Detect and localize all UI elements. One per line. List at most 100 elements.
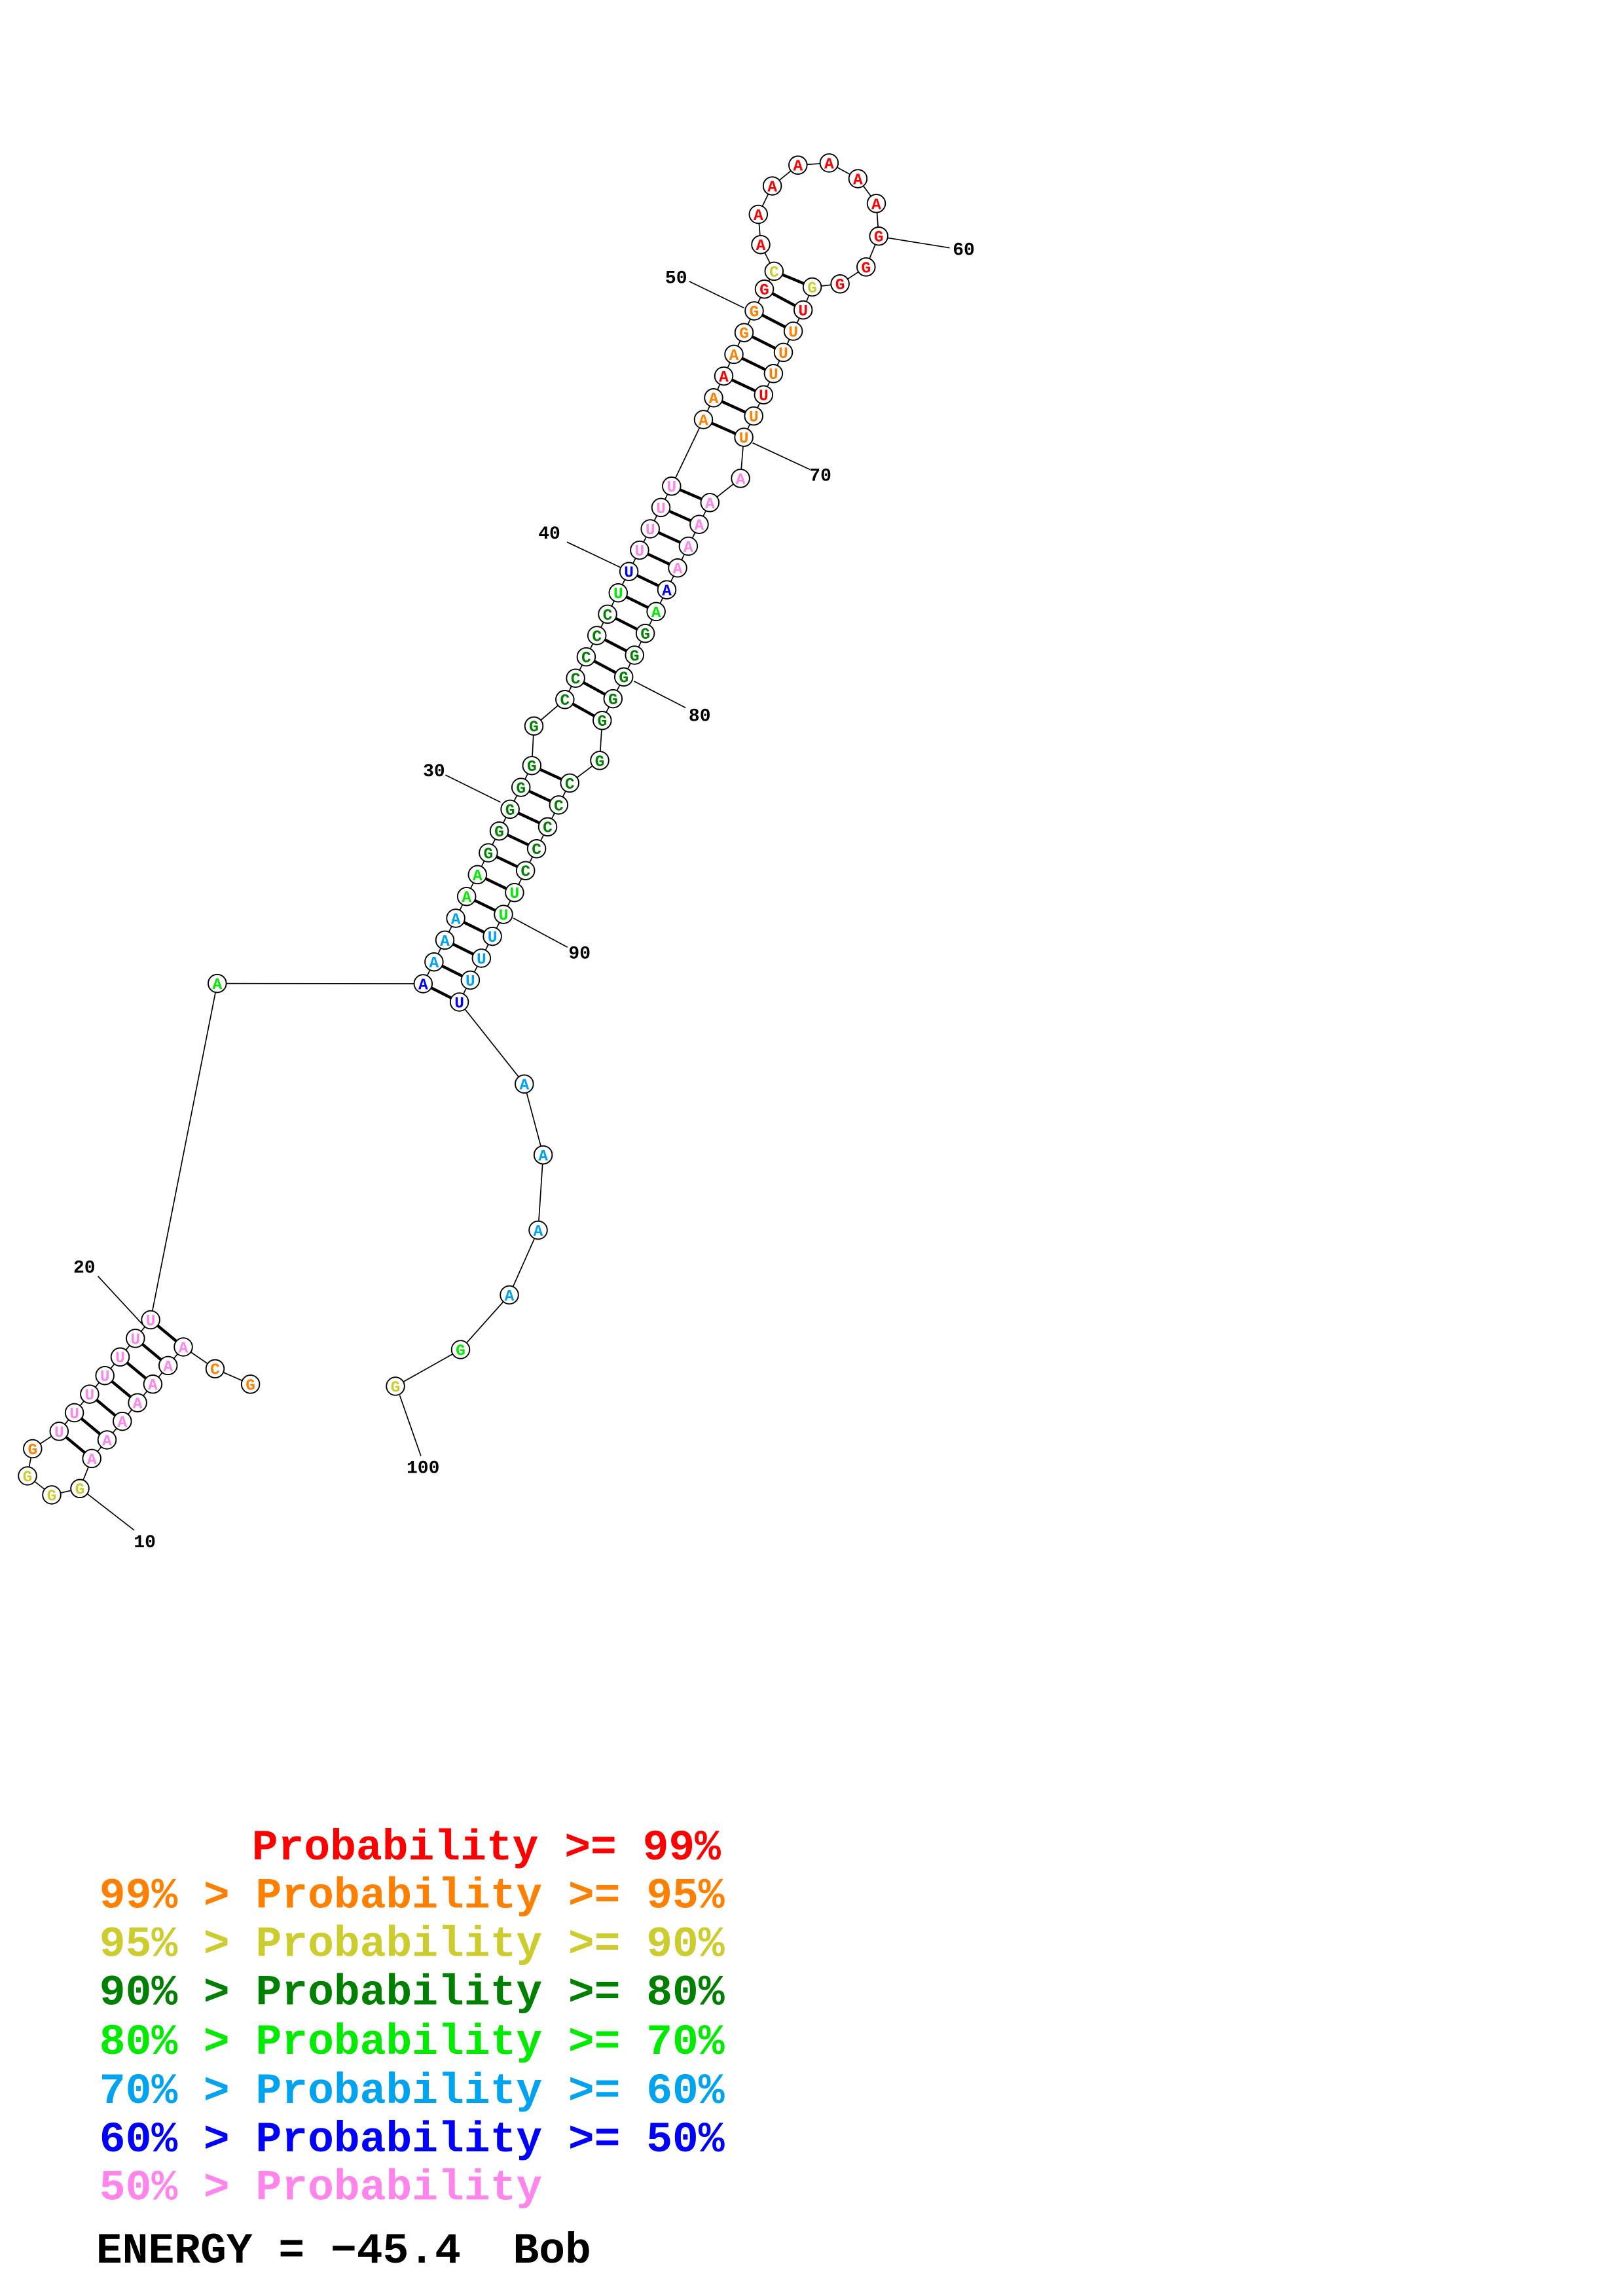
svg-text:G: G [391, 1379, 401, 1397]
svg-text:A: A [429, 955, 439, 973]
svg-text:95% > Probability >= 90%: 95% > Probability >= 90% [100, 1920, 725, 1969]
svg-text:G: G [619, 670, 629, 688]
svg-text:A: A [651, 605, 661, 622]
svg-text:A: A [853, 171, 863, 189]
svg-text:C: C [543, 820, 553, 838]
svg-text:U: U [749, 409, 759, 427]
svg-text:U: U [477, 951, 486, 969]
svg-text:U: U [100, 1369, 110, 1386]
svg-text:A: A [87, 1452, 97, 1469]
svg-text:G: G [835, 277, 845, 295]
svg-text:A: A [754, 207, 763, 225]
svg-text:C: C [769, 264, 779, 282]
svg-text:40: 40 [538, 524, 560, 545]
svg-text:70: 70 [809, 467, 831, 487]
svg-text:C: C [581, 650, 591, 668]
svg-text:G: G [494, 824, 504, 842]
svg-text:100: 100 [407, 1458, 439, 1479]
svg-text:C: C [210, 1362, 220, 1380]
svg-text:G: G [807, 280, 817, 298]
svg-text:G: G [750, 304, 759, 321]
svg-text:U: U [465, 973, 475, 991]
svg-text:U: U [69, 1406, 79, 1424]
svg-text:U: U [635, 543, 645, 561]
svg-text:G: G [527, 759, 537, 776]
svg-text:U: U [778, 346, 788, 363]
svg-text:U: U [130, 1331, 140, 1349]
svg-text:50% > Probability: 50% > Probability [100, 2164, 542, 2213]
svg-text:A: A [418, 977, 428, 994]
svg-text:G: G [47, 1488, 57, 1505]
svg-text:U: U [454, 995, 464, 1013]
svg-text:G: G [27, 1442, 37, 1460]
svg-text:U: U [54, 1424, 64, 1442]
svg-text:A: A [212, 977, 222, 994]
svg-text:G: G [759, 282, 769, 300]
svg-text:20: 20 [73, 1259, 96, 1279]
svg-text:80: 80 [689, 707, 711, 727]
svg-text:G: G [739, 326, 749, 344]
svg-text:U: U [656, 501, 666, 518]
svg-text:U: U [798, 303, 808, 321]
svg-text:G: G [529, 719, 539, 737]
svg-text:A: A [505, 1288, 515, 1306]
svg-text:A: A [440, 933, 450, 951]
svg-text:A: A [695, 518, 704, 535]
svg-text:U: U [739, 431, 749, 448]
svg-text:G: G [505, 802, 515, 820]
svg-text:U: U [499, 908, 509, 925]
svg-text:G: G [874, 229, 884, 247]
svg-text:90% > Probability >= 80%: 90% > Probability >= 80% [100, 1969, 725, 2018]
svg-text:U: U [488, 929, 498, 947]
svg-text:A: A [534, 1223, 543, 1241]
svg-text:G: G [640, 626, 650, 644]
svg-text:C: C [520, 864, 530, 882]
svg-text:A: A [699, 412, 708, 430]
svg-text:U: U [115, 1350, 125, 1368]
svg-text:A: A [462, 889, 471, 907]
svg-text:U: U [646, 522, 655, 539]
svg-text:A: A [538, 1148, 548, 1166]
svg-text:99% > Probability >= 95%: 99% > Probability >= 95% [100, 1872, 725, 1921]
svg-text:A: A [709, 391, 719, 408]
svg-text:80% > Probability >= 70%: 80% > Probability >= 70% [100, 2018, 725, 2067]
svg-text:60: 60 [953, 240, 975, 260]
svg-text:50: 50 [665, 269, 687, 289]
svg-text:U: U [146, 1313, 156, 1331]
svg-text:A: A [729, 348, 739, 365]
svg-text:U: U [769, 367, 778, 384]
svg-text:C: C [560, 692, 570, 710]
svg-text:G: G [23, 1469, 33, 1486]
svg-text:C: C [592, 628, 602, 646]
svg-text:A: A [148, 1377, 158, 1395]
svg-text:A: A [519, 1077, 529, 1095]
svg-text:A: A [673, 561, 683, 579]
svg-text:C: C [571, 672, 581, 689]
svg-text:A: A [102, 1433, 112, 1450]
svg-text:C: C [603, 607, 613, 625]
svg-text:U: U [624, 565, 634, 583]
svg-text:G: G [516, 780, 526, 798]
svg-text:G: G [75, 1482, 85, 1499]
svg-text:ENERGY = −45.4 Bob: ENERGY = −45.4 Bob [96, 2227, 591, 2276]
svg-text:A: A [871, 196, 881, 214]
svg-text:U: U [613, 586, 623, 603]
svg-text:G: G [630, 648, 640, 666]
svg-text:A: A [719, 369, 729, 387]
svg-text:G: G [597, 713, 607, 731]
svg-text:70% > Probability >= 60%: 70% > Probability >= 60% [100, 2067, 725, 2116]
svg-text:A: A [117, 1414, 127, 1432]
svg-text:U: U [666, 479, 676, 497]
svg-text:90: 90 [568, 944, 591, 964]
svg-text:U: U [510, 886, 520, 903]
svg-text:G: G [456, 1342, 465, 1360]
svg-text:60% > Probability >= 50%: 60% > Probability >= 50% [100, 2115, 725, 2164]
svg-text:A: A [473, 868, 483, 886]
svg-text:A: A [662, 583, 672, 601]
svg-text:G: G [595, 753, 605, 771]
svg-text:U: U [85, 1388, 95, 1405]
svg-text:A: A [179, 1340, 189, 1357]
svg-text:30: 30 [423, 762, 445, 782]
svg-text:A: A [736, 471, 746, 489]
svg-text:A: A [767, 179, 777, 197]
